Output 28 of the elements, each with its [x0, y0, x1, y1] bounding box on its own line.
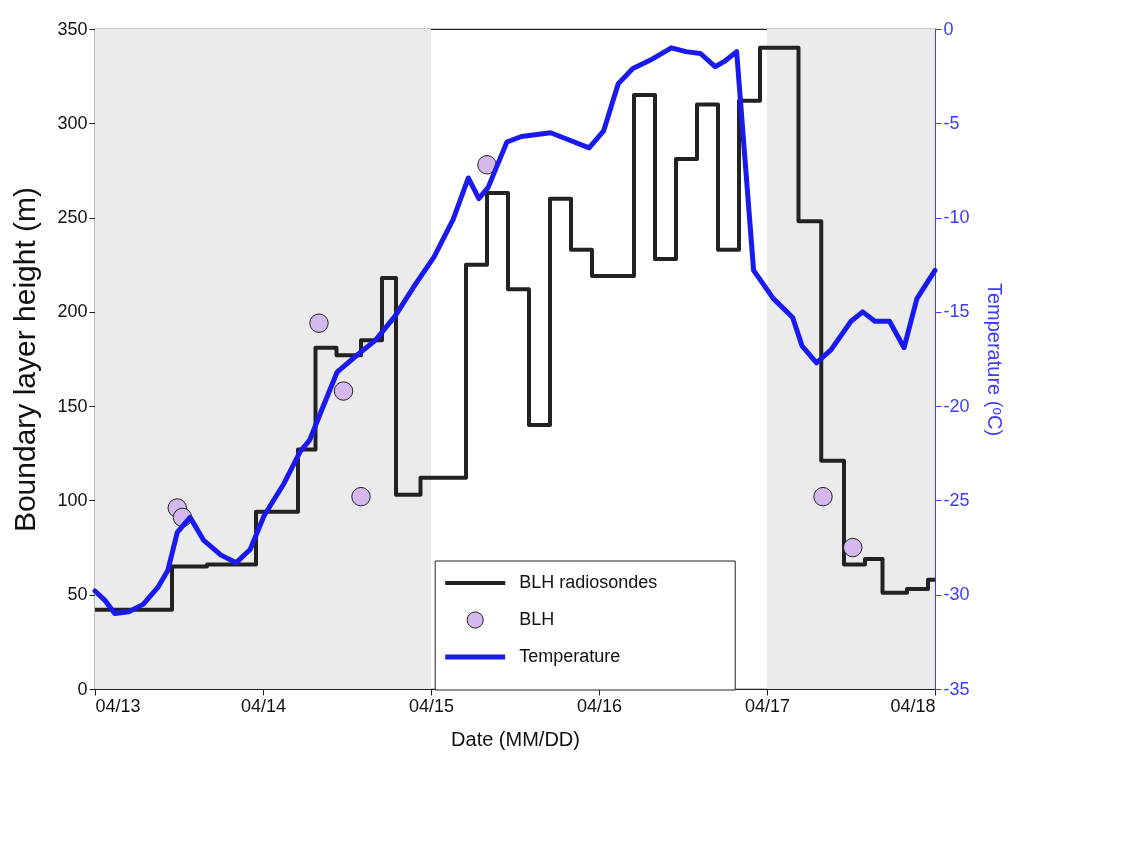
y-tick-label: 100	[57, 489, 88, 510]
y-tick-label: 300	[57, 112, 88, 133]
legend-label: BLH radiosondes	[519, 572, 658, 592]
y-axis-title: Boundary layer height (m)	[8, 186, 42, 533]
x-tick-label: 04/14	[240, 695, 287, 716]
y2-tick-label: -35	[943, 678, 970, 699]
x-tick-label: 04/18	[890, 695, 936, 716]
x-tick-label: 04/13	[95, 695, 141, 716]
y-tick-label: 0	[77, 678, 88, 699]
y2-tick-label: -15	[943, 301, 970, 322]
y-tick-label: 150	[57, 395, 88, 416]
y2-tick-label: -10	[943, 207, 970, 228]
legend-label: Temperature	[519, 646, 621, 666]
y-tick-label: 50	[67, 584, 88, 605]
y-tick-label: 200	[57, 301, 88, 322]
y-tick-label: 350	[57, 18, 88, 39]
y2-axis-title: Temperature (ᵒC)	[983, 282, 1006, 437]
legend-label: BLH	[519, 609, 555, 629]
y2-tick-label: -5	[943, 112, 960, 133]
y2-tick-label: -30	[943, 584, 970, 605]
y2-tick-label: 0	[943, 18, 954, 39]
x-tick-label: 04/15	[408, 695, 455, 716]
x-axis-title: Date (MM/DD)	[451, 727, 580, 750]
y-tick-label: 250	[57, 207, 88, 228]
y2-tick-label: -25	[943, 489, 970, 510]
x-tick-label: 04/17	[744, 695, 791, 716]
x-tick-label: 04/16	[576, 695, 623, 716]
y2-tick-label: -20	[943, 395, 970, 416]
